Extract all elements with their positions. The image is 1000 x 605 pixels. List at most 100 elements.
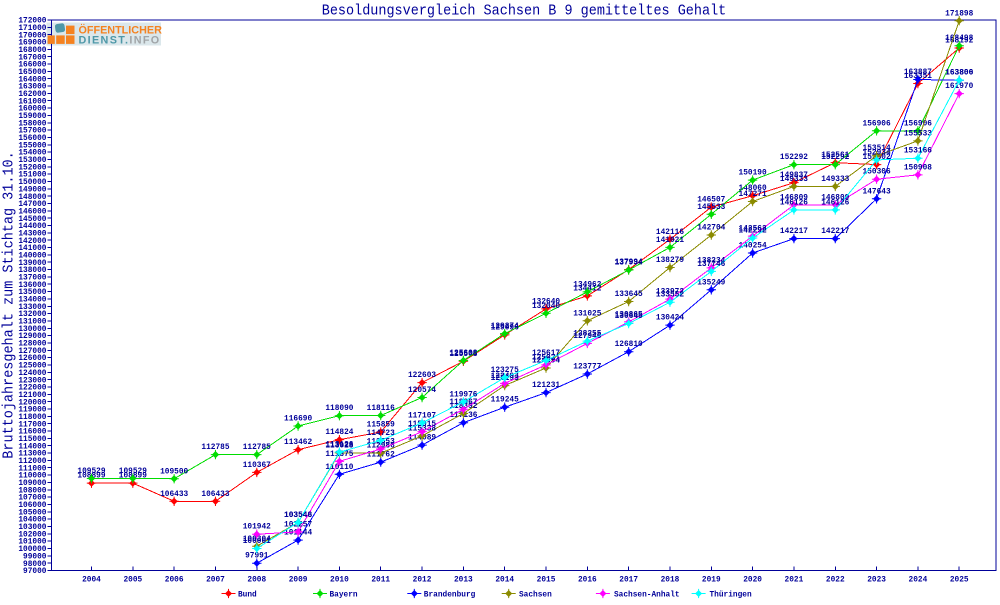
svg-text:103548: 103548	[284, 511, 312, 520]
svg-text:109000: 109000	[18, 479, 46, 488]
svg-text:2017: 2017	[619, 575, 638, 584]
svg-text:Bund: Bund	[238, 589, 257, 599]
svg-text:150000: 150000	[18, 178, 46, 187]
svg-text:Brandenburg: Brandenburg	[424, 589, 476, 599]
svg-text:146507: 146507	[697, 195, 725, 204]
svg-text:2020: 2020	[743, 575, 762, 584]
svg-text:152292: 152292	[821, 153, 849, 162]
svg-text:146126: 146126	[821, 198, 849, 207]
svg-text:112000: 112000	[18, 457, 46, 466]
svg-text:129096: 129096	[491, 323, 519, 332]
svg-text:104000: 104000	[18, 515, 46, 524]
svg-text:113462: 113462	[284, 438, 312, 447]
svg-text:158000: 158000	[18, 119, 46, 128]
svg-text:168498: 168498	[945, 34, 973, 43]
svg-text:116000: 116000	[18, 427, 46, 436]
svg-text:2016: 2016	[578, 575, 597, 584]
svg-text:138279: 138279	[656, 256, 684, 265]
svg-text:113126: 113126	[325, 440, 353, 449]
svg-text:Besoldungsvergleich Sachsen B: Besoldungsvergleich Sachsen B 9 gemittel…	[322, 3, 727, 20]
svg-text:133645: 133645	[615, 290, 643, 299]
svg-text:2010: 2010	[330, 575, 349, 584]
svg-text:123275: 123275	[491, 366, 519, 375]
svg-text:2006: 2006	[165, 575, 184, 584]
svg-text:134000: 134000	[18, 295, 46, 304]
svg-text:135000: 135000	[18, 288, 46, 297]
svg-text:109500: 109500	[160, 467, 188, 476]
svg-text:124000: 124000	[18, 369, 46, 378]
svg-text:147000: 147000	[18, 200, 46, 209]
svg-text:152000: 152000	[18, 163, 46, 172]
svg-text:98000: 98000	[23, 560, 47, 569]
svg-text:149837: 149837	[780, 171, 808, 180]
svg-text:122000: 122000	[18, 383, 46, 392]
svg-text:129000: 129000	[18, 332, 46, 341]
svg-text:2018: 2018	[661, 575, 680, 584]
svg-text:151000: 151000	[18, 170, 46, 179]
svg-text:129274: 129274	[491, 322, 519, 331]
svg-text:140000: 140000	[18, 251, 46, 260]
svg-text:137000: 137000	[18, 273, 46, 282]
svg-text:145533: 145533	[697, 203, 725, 212]
svg-text:146000: 146000	[18, 207, 46, 216]
svg-text:169000: 169000	[18, 38, 46, 47]
svg-text:145000: 145000	[18, 215, 46, 224]
svg-text:156906: 156906	[863, 119, 891, 128]
svg-text:2011: 2011	[371, 575, 390, 584]
svg-text:2019: 2019	[702, 575, 721, 584]
svg-text:106000: 106000	[18, 501, 46, 510]
svg-text:155000: 155000	[18, 141, 46, 150]
svg-text:123777: 123777	[573, 362, 601, 371]
svg-text:137746: 137746	[697, 260, 725, 269]
svg-text:113000: 113000	[18, 449, 46, 458]
svg-text:Bruttojahresgehalt zum Stichta: Bruttojahresgehalt zum Stichtag 31.10.	[1, 151, 18, 458]
svg-text:146809: 146809	[821, 193, 849, 202]
svg-text:133972: 133972	[656, 287, 684, 296]
svg-text:136000: 136000	[18, 281, 46, 290]
svg-text:152292: 152292	[780, 153, 808, 162]
svg-text:130645: 130645	[615, 312, 643, 321]
svg-text:2024: 2024	[909, 575, 928, 584]
svg-text:142217: 142217	[780, 227, 808, 236]
svg-text:135249: 135249	[697, 278, 725, 287]
svg-text:149333: 149333	[821, 175, 849, 184]
svg-text:125000: 125000	[18, 361, 46, 370]
svg-text:121231: 121231	[532, 381, 560, 390]
svg-text:108000: 108000	[18, 486, 46, 495]
svg-text:171000: 171000	[18, 24, 46, 33]
svg-text:166000: 166000	[18, 60, 46, 69]
svg-text:2014: 2014	[495, 575, 514, 584]
svg-text:156906: 156906	[904, 119, 932, 128]
svg-text:127000: 127000	[18, 347, 46, 356]
svg-text:103000: 103000	[18, 523, 46, 532]
svg-text:161970: 161970	[945, 82, 973, 91]
svg-text:159000: 159000	[18, 112, 46, 121]
svg-text:100304: 100304	[243, 535, 271, 544]
svg-text:153000: 153000	[18, 156, 46, 165]
svg-text:149333: 149333	[780, 175, 808, 184]
svg-text:141021: 141021	[656, 236, 684, 245]
svg-text:Bayern: Bayern	[330, 590, 358, 599]
svg-text:148000: 148000	[18, 193, 46, 202]
svg-text:125608: 125608	[449, 349, 477, 358]
svg-text:142292: 142292	[739, 226, 767, 235]
svg-text:Thüringen: Thüringen	[710, 589, 752, 599]
svg-text:119245: 119245	[491, 395, 519, 404]
svg-text:126000: 126000	[18, 354, 46, 363]
svg-text:144000: 144000	[18, 222, 46, 231]
svg-text:113028: 113028	[325, 441, 353, 450]
svg-text:143000: 143000	[18, 229, 46, 238]
svg-text:142562: 142562	[739, 224, 767, 233]
svg-text:114824: 114824	[325, 428, 353, 437]
svg-text:125617: 125617	[532, 349, 560, 358]
svg-text:150908: 150908	[904, 163, 932, 172]
svg-text:171898: 171898	[945, 9, 973, 18]
svg-text:131025: 131025	[573, 309, 601, 318]
svg-text:106433: 106433	[201, 490, 229, 499]
svg-text:161000: 161000	[18, 97, 46, 106]
svg-text:101000: 101000	[18, 537, 46, 546]
svg-text:147271: 147271	[739, 190, 767, 199]
svg-text:DIENST.INFO: DIENST.INFO	[79, 35, 161, 47]
svg-text:2013: 2013	[454, 575, 473, 584]
svg-text:142217: 142217	[821, 227, 849, 236]
